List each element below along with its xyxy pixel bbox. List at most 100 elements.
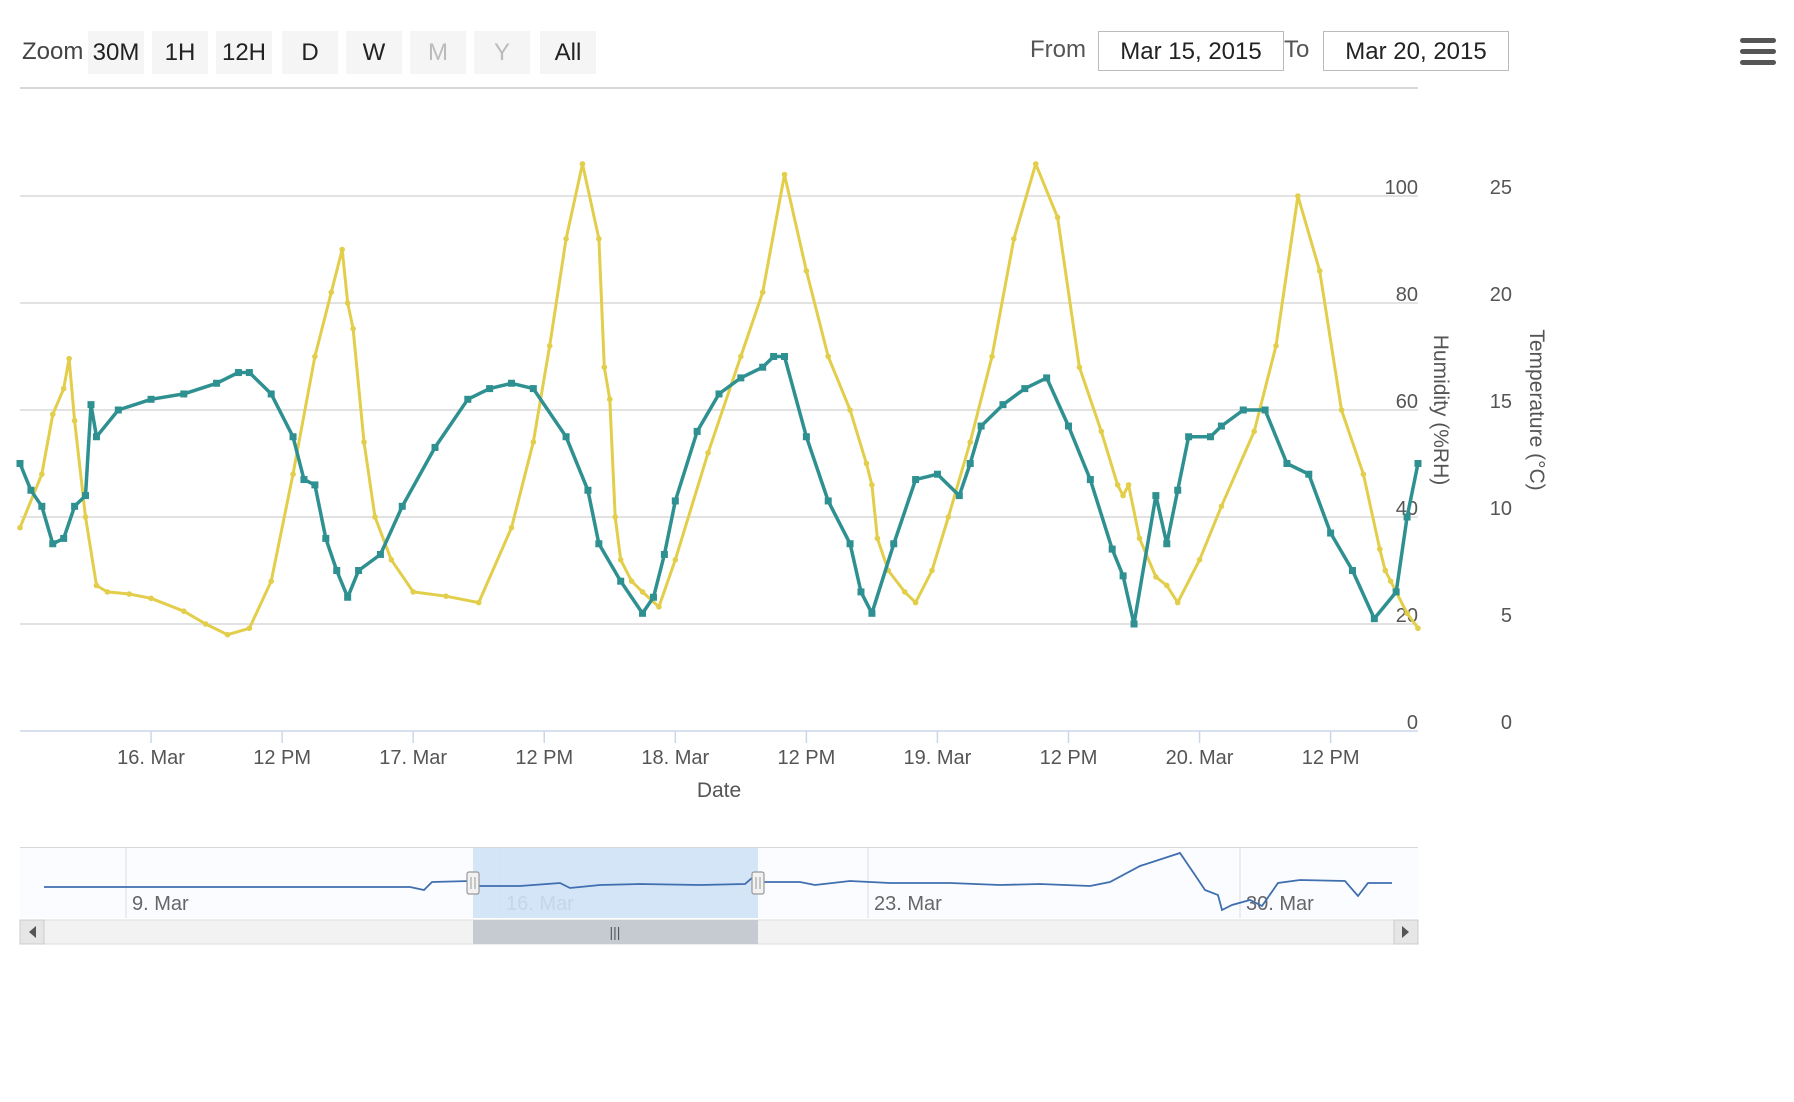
x-tick-label: 20. Mar bbox=[1166, 747, 1234, 769]
temperature-point bbox=[912, 599, 919, 606]
humidity-point bbox=[584, 486, 592, 494]
navigator-left-handle[interactable] bbox=[466, 871, 480, 895]
humidity-point bbox=[1327, 529, 1335, 537]
navigator-tick-label: 30. Mar bbox=[1246, 893, 1314, 915]
humidity-point bbox=[1021, 385, 1029, 393]
navigator-right-handle[interactable] bbox=[751, 871, 765, 895]
temperature-point bbox=[847, 407, 853, 413]
humidity-point bbox=[289, 433, 297, 441]
temperature-point bbox=[1251, 428, 1257, 435]
temperature-point bbox=[475, 599, 482, 606]
humidity-point bbox=[977, 422, 985, 430]
humidity-point bbox=[1392, 588, 1400, 596]
x-tick-label: 12 PM bbox=[253, 747, 311, 769]
temperature-point bbox=[1360, 471, 1367, 478]
humidity-point bbox=[1152, 492, 1160, 500]
humidity-point bbox=[60, 534, 68, 542]
zoom-button-y[interactable]: Y bbox=[474, 31, 530, 74]
temperature-point bbox=[874, 535, 881, 542]
from-date-input[interactable]: Mar 15, 2015 bbox=[1098, 31, 1284, 71]
temperature-point bbox=[93, 582, 100, 589]
scroll-left-arrow-icon bbox=[29, 926, 36, 938]
temperature-point bbox=[1153, 574, 1159, 580]
temperature-point bbox=[781, 171, 788, 178]
temperature-point bbox=[268, 578, 275, 584]
x-tick-label: 12 PM bbox=[515, 747, 573, 769]
temperature-point bbox=[869, 482, 875, 488]
humidity-point bbox=[1370, 615, 1378, 623]
humidity-point bbox=[1108, 545, 1116, 553]
temperature-point bbox=[601, 364, 608, 371]
temperature-point bbox=[1163, 582, 1170, 589]
humidity-point bbox=[92, 433, 100, 441]
temperature-series-line bbox=[18, 162, 1420, 637]
humidity-point bbox=[529, 385, 537, 393]
temperature-point bbox=[344, 300, 351, 306]
humidity-point bbox=[770, 353, 778, 360]
x-tick-label: 18. Mar bbox=[641, 747, 709, 769]
temperature-point bbox=[1338, 407, 1345, 413]
temperature-point bbox=[361, 439, 367, 445]
humidity-point bbox=[1065, 422, 1072, 430]
temperature-point bbox=[181, 608, 187, 614]
humidity-point bbox=[595, 540, 603, 548]
temperature-point bbox=[388, 557, 395, 563]
temperature-tick-label: 5 bbox=[1501, 605, 1512, 627]
temperature-point bbox=[1054, 214, 1061, 221]
to-label: To bbox=[1284, 36, 1310, 63]
temperature-point bbox=[1387, 578, 1394, 584]
hamburger-menu-icon[interactable] bbox=[1740, 38, 1776, 70]
humidity-point bbox=[1403, 513, 1411, 521]
humidity-point bbox=[114, 406, 122, 414]
humidity-point bbox=[376, 550, 384, 558]
zoom-button-d[interactable]: D bbox=[282, 31, 338, 74]
zoom-button-30m[interactable]: 30M bbox=[88, 31, 144, 74]
humidity-point bbox=[355, 567, 363, 574]
humidity-point bbox=[234, 369, 242, 377]
humidity-tick-label: 80 bbox=[1396, 284, 1418, 306]
from-label: From bbox=[1030, 36, 1086, 63]
zoom-button-1h[interactable]: 1H bbox=[152, 31, 208, 74]
zoom-button-12h[interactable]: 12H bbox=[216, 31, 272, 74]
temperature-point bbox=[1295, 193, 1301, 199]
humidity-point bbox=[82, 492, 90, 500]
humidity-point bbox=[333, 567, 341, 574]
humidity-point bbox=[1086, 476, 1094, 484]
temperature-tick-label: 15 bbox=[1490, 391, 1512, 413]
temperature-point bbox=[1174, 599, 1181, 606]
zoom-button-w[interactable]: W bbox=[346, 31, 402, 74]
temperature-point bbox=[508, 524, 515, 531]
temperature-point bbox=[1076, 364, 1083, 371]
zoom-button-m[interactable]: M bbox=[410, 31, 466, 74]
x-tick-label: 12 PM bbox=[777, 747, 835, 769]
scrollbar-grip[interactable]: ||| bbox=[610, 924, 621, 940]
humidity-point bbox=[1043, 374, 1051, 382]
humidity-point bbox=[846, 540, 854, 548]
temperature-point bbox=[1011, 236, 1017, 242]
temperature-tick-label: 0 bbox=[1501, 712, 1512, 734]
to-date-input[interactable]: Mar 20, 2015 bbox=[1323, 31, 1509, 71]
humidity-point bbox=[1348, 567, 1356, 574]
humidity-point bbox=[759, 363, 767, 371]
temperature-point bbox=[312, 353, 318, 360]
humidity-point bbox=[507, 379, 515, 387]
navigator-selected-range[interactable] bbox=[473, 848, 758, 918]
temperature-point bbox=[530, 439, 537, 445]
humidity-point bbox=[213, 379, 221, 387]
humidity-point bbox=[1174, 486, 1182, 494]
humidity-point bbox=[1283, 460, 1291, 467]
humidity-point bbox=[1163, 540, 1171, 548]
humidity-point bbox=[890, 540, 898, 548]
temperature-point bbox=[1376, 546, 1383, 552]
humidity-point bbox=[933, 470, 941, 478]
scrollbar-thumb[interactable] bbox=[473, 920, 758, 944]
temperature-point bbox=[1415, 625, 1421, 632]
temperature-point bbox=[617, 557, 624, 563]
humidity-point bbox=[16, 460, 24, 467]
humidity-point bbox=[617, 577, 625, 585]
zoom-button-all[interactable]: All bbox=[540, 31, 596, 74]
x-tick-label: 19. Mar bbox=[904, 747, 972, 769]
humidity-point bbox=[147, 395, 155, 403]
temperature-point bbox=[328, 289, 335, 296]
x-tick-label: 12 PM bbox=[1040, 747, 1098, 769]
